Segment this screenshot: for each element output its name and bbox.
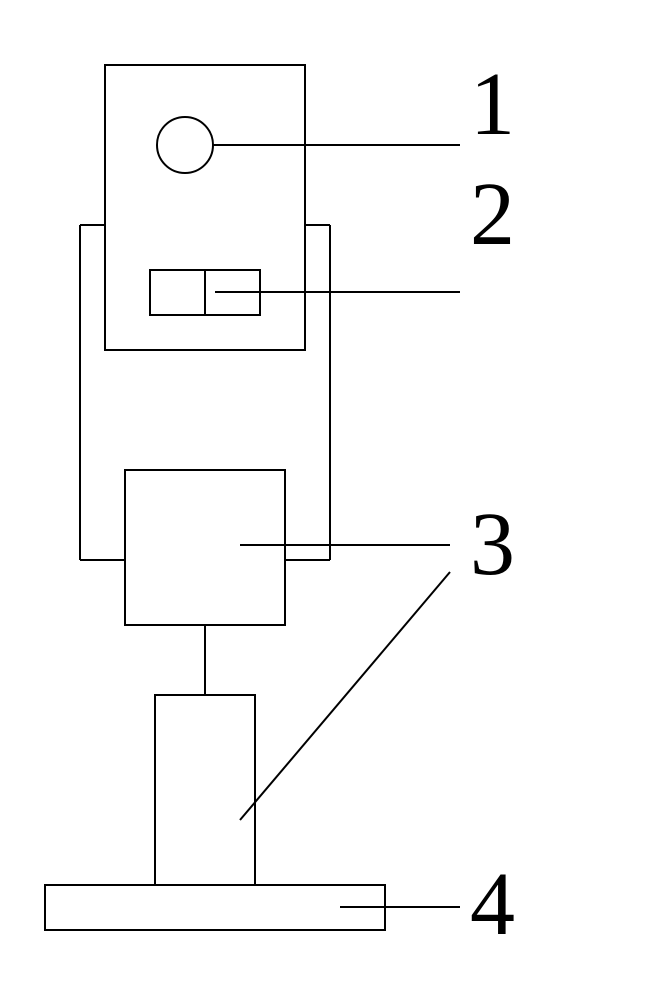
- middle-block-rect: [125, 470, 285, 625]
- label-3: 3: [470, 500, 515, 590]
- label-4: 4: [470, 860, 515, 950]
- indicator-circle: [157, 117, 213, 173]
- label-2: 2: [470, 170, 515, 260]
- diagram-canvas: [0, 0, 665, 1000]
- base-plate-rect: [45, 885, 385, 930]
- lower-column-rect: [155, 695, 255, 885]
- label-1: 1: [470, 60, 515, 150]
